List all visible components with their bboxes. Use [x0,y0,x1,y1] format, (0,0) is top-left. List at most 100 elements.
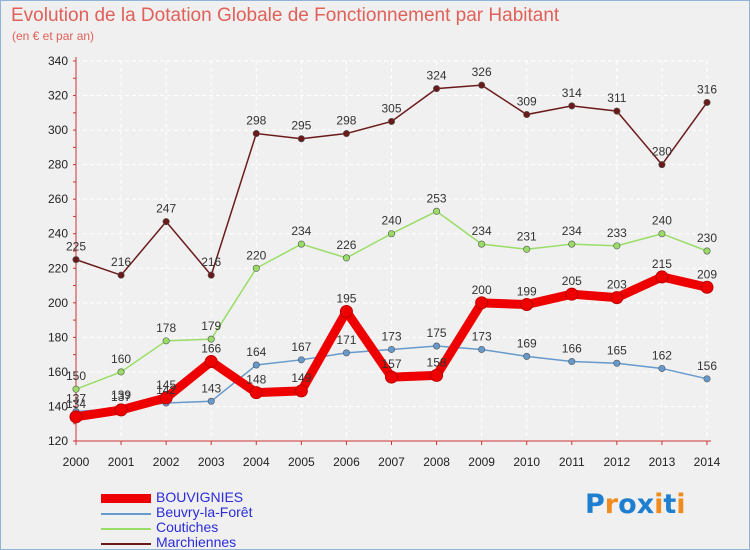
data-point-beuvry-la-for-t [568,358,576,366]
data-label: 171 [336,333,356,347]
data-label: 326 [472,65,492,79]
legend-label-beuvry: Beuvry-la-Forêt [156,504,253,520]
data-point-bouvignies [294,384,308,398]
logo-letter: i [654,489,664,520]
data-label: 199 [517,285,537,299]
data-label: 165 [607,343,627,357]
data-point-coutiches [117,368,125,376]
y-tick-label: 300 [48,123,68,137]
data-point-marchiennes [342,130,350,138]
data-label: 142 [156,383,176,397]
data-label: 233 [607,226,627,240]
data-point-coutiches [297,240,305,248]
x-tick-label: 2009 [468,455,495,469]
data-point-bouvignies [339,304,353,318]
data-label: 220 [246,248,266,262]
data-label: 179 [201,319,221,333]
y-tick-label: 280 [48,158,68,172]
data-label: 175 [427,326,447,340]
data-point-bouvignies [159,391,173,405]
y-tick-label: 160 [48,365,68,379]
chart-subtitle: (en € et par an) [12,29,95,43]
data-label: 230 [697,231,717,245]
data-label: 298 [336,114,356,128]
data-point-bouvignies [700,280,714,294]
data-label: 205 [562,274,582,288]
data-point-beuvry-la-for-t [252,361,260,369]
data-label: 203 [607,278,627,292]
axes: 120 140 160 180 200 220 240 260 280 300 320 340 2000… [48,54,721,469]
data-label: 305 [381,101,401,115]
data-point-bouvignies [430,368,444,382]
data-point-coutiches [162,337,170,345]
data-point-coutiches [252,264,260,272]
data-label: 225 [66,240,86,254]
data-point-beuvry-la-for-t [478,345,486,353]
data-label: 240 [381,214,401,228]
data-label: 156 [697,359,717,373]
data-point-coutiches [433,207,441,215]
y-tick-label: 320 [48,89,68,103]
x-tick-label: 2000 [63,455,90,469]
x-tick-label: 2003 [198,455,225,469]
x-tick-label: 2013 [649,455,676,469]
legend-label-coutiches: Coutiches [156,519,219,535]
logo-letter: x [636,489,655,520]
data-label: 295 [291,119,311,133]
data-label: 247 [156,202,176,216]
data-label: 166 [562,342,582,356]
data-label: 234 [472,224,492,238]
data-point-coutiches [658,230,666,238]
proxiti-logo: Proxiti [585,489,686,520]
data-label: 150 [66,369,86,383]
data-point-marchiennes [387,117,395,125]
data-point-beuvry-la-for-t [297,356,305,364]
legend-swatch-bouvignies [101,494,151,503]
data-label: 173 [472,329,492,343]
data-label: 149 [291,371,311,385]
x-tick-label: 2010 [513,455,540,469]
x-tick-label: 2004 [243,455,270,469]
y-tick-label: 220 [48,261,68,275]
y-tick-label: 340 [48,54,68,68]
data-point-bouvignies [610,291,624,305]
data-point-beuvry-la-for-t [658,364,666,372]
data-point-marchiennes [478,81,486,89]
data-point-beuvry-la-for-t [613,359,621,367]
data-label: 280 [652,145,672,159]
y-tick-label: 180 [48,330,68,344]
legend-swatch-coutiches [101,528,151,530]
data-point-bouvignies [655,270,669,284]
data-label: 314 [562,86,582,100]
x-tick-label: 2011 [559,455,585,469]
data-point-beuvry-la-for-t [523,352,531,360]
data-label: 311 [607,91,626,105]
data-label: 145 [156,378,176,392]
data-label: 253 [427,191,447,205]
data-label: 298 [246,114,266,128]
data-point-bouvignies [69,410,83,424]
data-label: 137 [111,390,131,404]
logo-letter: t [663,489,677,520]
data-point-marchiennes [433,85,441,93]
legend-swatch-beuvry [101,513,151,515]
data-point-bouvignies [475,296,489,310]
data-label: 139 [111,388,131,402]
data-point-beuvry-la-for-t [342,349,350,357]
data-point-coutiches [387,230,395,238]
data-label: 160 [111,352,131,366]
y-tick-label: 260 [48,192,68,206]
data-point-bouvignies [565,287,579,301]
data-label: 166 [201,342,221,356]
data-label: 157 [381,357,401,371]
data-label: 148 [246,373,266,387]
data-point-bouvignies [204,355,218,369]
x-tick-label: 2008 [423,455,450,469]
data-point-marchiennes [207,271,215,279]
data-point-beuvry-la-for-t [433,342,441,350]
data-label: 137 [66,392,86,406]
data-label: 173 [381,329,401,343]
data-label: 309 [517,95,537,109]
data-label: 209 [697,267,717,281]
